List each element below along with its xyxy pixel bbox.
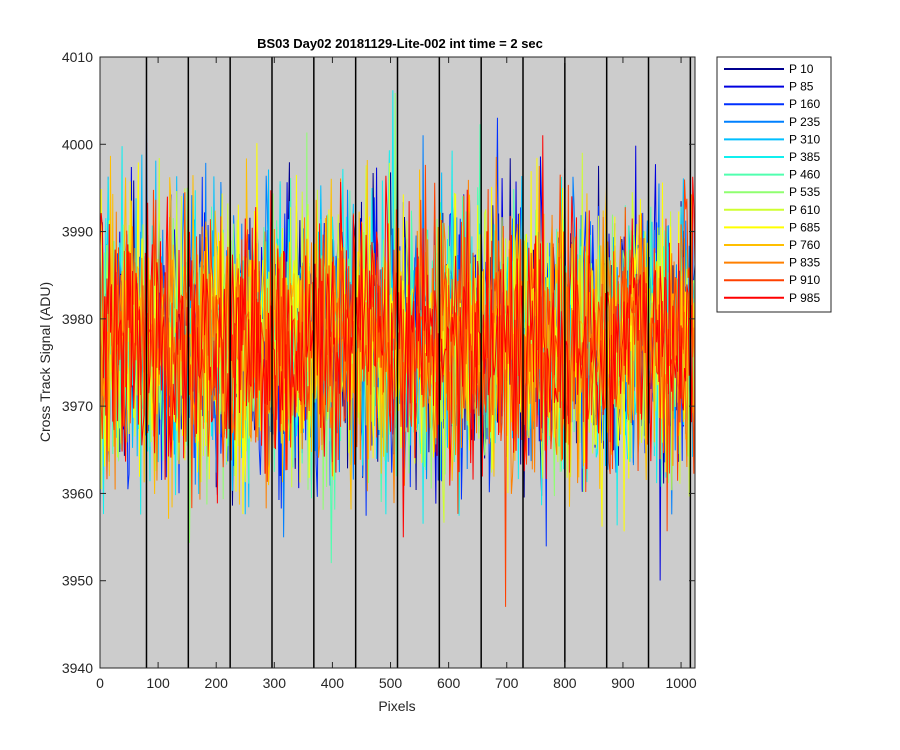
y-tick-label: 3940: [62, 660, 93, 676]
y-tick-label: 3950: [62, 573, 93, 589]
x-axis-label: Pixels: [378, 698, 415, 714]
legend: P 10 P 85 P 160 P 235 P 310 P 385 P 460 P 535 P …: [716, 56, 832, 313]
y-tick-label: 3990: [62, 224, 93, 240]
x-tick-label: 400: [321, 675, 345, 691]
y-tick-label: 4010: [62, 49, 93, 65]
legend-label: P 985: [789, 291, 820, 305]
y-tick-label: 4000: [62, 136, 93, 152]
legend-label: P 460: [789, 168, 820, 182]
legend-label: P 385: [789, 150, 820, 164]
legend-label: P 160: [789, 97, 820, 111]
y-tick-label: 3960: [62, 485, 93, 501]
x-tick-label: 0: [96, 675, 104, 691]
y-tick-label: 3970: [62, 398, 93, 414]
x-tick-label: 600: [437, 675, 461, 691]
y-tick-label: 3980: [62, 311, 93, 327]
divider-group: [145, 57, 692, 668]
chart-title: BS03 Day02 20181129-Lite-002 int time = …: [257, 36, 543, 51]
x-tick-label: 500: [379, 675, 403, 691]
x-axis: 0 100 200 300 400 500 600 700 800 900 1000: [96, 57, 697, 691]
x-tick-label: 1000: [665, 675, 696, 691]
y-axis: 3940 3950 3960 3970 3980 3990 4000 4010: [62, 49, 695, 676]
x-tick-label: 700: [495, 675, 519, 691]
legend-label: P 235: [789, 115, 820, 129]
legend-box: [716, 56, 832, 313]
legend-label: P 685: [789, 220, 820, 234]
legend-label: P 310: [789, 132, 820, 146]
legend-label: P 535: [789, 185, 820, 199]
legend-label: P 85: [789, 80, 814, 94]
x-tick-label: 300: [263, 675, 287, 691]
legend-label: P 910: [789, 273, 820, 287]
legend-label: P 10: [789, 62, 814, 76]
axes-box: [99, 56, 696, 669]
x-tick-label: 900: [611, 675, 635, 691]
legend-label: P 760: [789, 238, 820, 252]
x-tick-label: 800: [553, 675, 577, 691]
x-tick-label: 100: [146, 675, 170, 691]
x-tick-label: 200: [205, 675, 229, 691]
legend-label: P 835: [789, 256, 820, 270]
y-axis-label: Cross Track Signal (ADU): [37, 282, 53, 442]
legend-label: P 610: [789, 203, 820, 217]
